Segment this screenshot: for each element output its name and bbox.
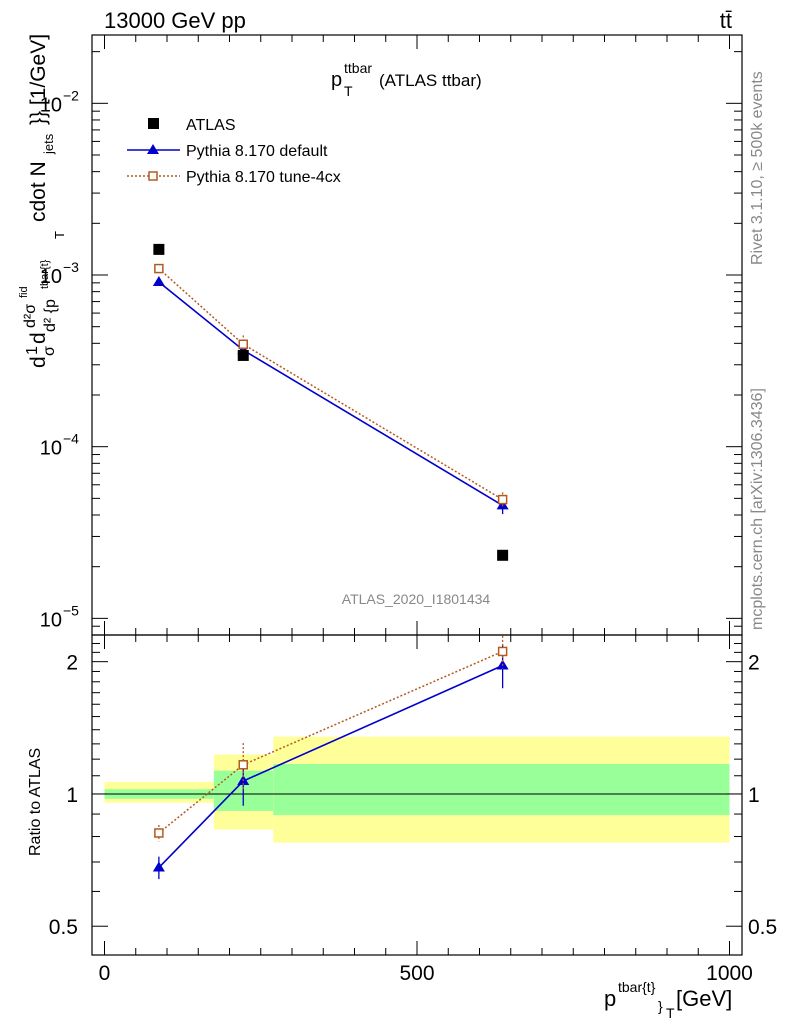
main-point-atlas [153,243,165,255]
ylabel-tbar: tbar{t} [39,259,51,289]
xlabel-unit: [GeV] [676,986,732,1011]
y-tick-label-exponent: −3 [63,259,79,275]
x-tick-label: 500 [399,962,434,985]
ylabel-unit: }} [1/GeV] [27,34,50,125]
mcplots-label: mcplots.cern.ch [arXiv:1306.3436] [749,388,766,630]
ylabel-T: T [52,231,67,239]
title-sub: T [344,83,353,99]
legend-entry-atlas: ATLAS [148,117,236,134]
legend: ATLAS Pythia 8.170 default Pythia 8.170 … [127,117,341,186]
main-line-tune [158,268,504,501]
title-sup: ttbar [344,60,372,76]
legend-label-default: Pythia 8.170 default [186,143,328,160]
y-tick-label: 1 [66,784,78,807]
main-point-tune [154,263,164,274]
main-point-atlas [497,549,509,561]
title-rest: (ATLAS ttbar) [379,71,482,90]
title-p: p [331,69,342,91]
ylabel-jets: jets [41,133,56,155]
y-tick-label-exponent: −2 [63,87,79,103]
legend-marker-default [147,144,159,154]
legend-marker-tune [148,171,158,181]
plot-title: p ttbar T (ATLAS ttbar) [331,60,482,99]
x-tick-label: 0 [99,962,111,985]
xlabel-sub: } [658,998,663,1014]
y-tick-label: 10 −4 [40,431,79,460]
y-tick-label: 0.5 [49,916,78,939]
legend-label-atlas: ATLAS [186,117,236,134]
y-tick-label-base: 10 [40,438,62,460]
y-tick-label-base: 10 [40,609,62,631]
main-point-atlas [237,349,249,361]
y-tick-label-right: 0.5 [748,916,777,939]
main-point-tune [238,339,248,350]
ratio-point-tune [238,760,248,770]
rivet-version-label: Rivet 3.1.10, ≥ 500k events [749,71,766,265]
ratio-point-tune [154,828,164,838]
main-point-tune [497,494,508,505]
y-tick-label-right: 2 [748,652,760,675]
y-tick-label-exponent: −4 [63,431,79,447]
ylabel-sigma: σ [41,346,58,356]
legend-label-tune: Pythia 8.170 tune-4cx [186,169,341,186]
analysis-label: ATLAS_2020_I1801434 [342,591,491,607]
legend-marker-atlas [148,118,159,129]
ylabel-d: d [27,356,50,368]
uncertainty-band-inner [273,763,730,816]
xlabel-p: p [604,986,616,1011]
y-tick-label-right: 1 [748,784,760,807]
legend-entry-tune: Pythia 8.170 tune-4cx [127,169,341,186]
y-axis-label-main: d 1 σ d d²σ fid d² {p tbar{t} T cdot N j… [18,34,67,368]
y-tick-label: 10 −5 [40,602,79,631]
y-axis-label-ratio: Ratio to ATLAS [27,748,44,856]
ylabel-one: 1 [24,346,41,355]
ylabel-fid: fid [18,286,30,298]
main-point-default [152,276,165,287]
header-energy-label: 13000 GeV pp [104,8,246,33]
ylabel-d2p: d² {p [42,299,59,332]
ylabel-d2: d [27,332,50,344]
y-tick-label-exponent: −5 [63,602,79,618]
legend-entry-default: Pythia 8.170 default [127,143,328,160]
x-tick-label: 1000 [706,962,753,985]
ylabel-cdotN: cdot N [27,161,50,222]
ylabel-d2sigma: d²σ [22,304,39,328]
xlabel-sup: tbar{t} [618,979,656,995]
header-process-label: tt̄ [720,8,732,33]
ratio-point-tune [497,646,508,657]
ratio-point-default [152,861,165,872]
y-tick-label: 10 −3 [40,259,79,288]
y-tick-label-base: 10 [40,94,62,116]
y-tick-label-base: 10 [40,266,62,288]
y-tick-label: 2 [66,652,78,675]
y-tick-label: 10 −2 [40,87,79,116]
xlabel-T: T [666,1005,675,1021]
x-axis-label: p tbar{t} } T [GeV] [604,979,732,1021]
